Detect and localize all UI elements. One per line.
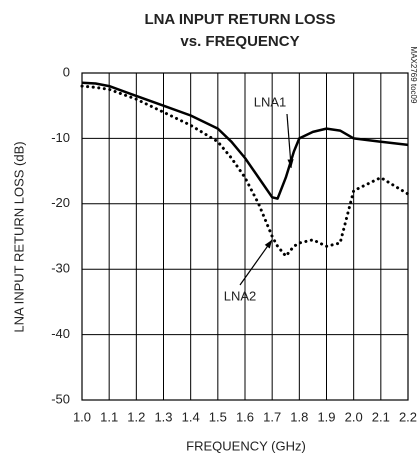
x-tick-label: 1.6 (236, 409, 254, 424)
y-tick-label: -20 (51, 195, 70, 210)
x-tick-label: 1.1 (100, 409, 118, 424)
x-tick-label: 1.7 (263, 409, 281, 424)
x-tick-label: 2.1 (372, 409, 390, 424)
chart-title: vs. FREQUENCY (180, 33, 299, 50)
x-tick-label: 1.4 (182, 409, 200, 424)
chart-title: LNA INPUT RETURN LOSS (144, 11, 335, 28)
x-tick-label: 2.0 (345, 409, 363, 424)
series-label: LNA2 (224, 288, 257, 303)
arrow-line (239, 239, 273, 286)
x-tick-label: 1.2 (127, 409, 145, 424)
x-tick-label: 1.9 (317, 409, 335, 424)
arrow-line (286, 113, 292, 168)
y-tick-label: -10 (51, 130, 70, 145)
series-line (81, 81, 409, 200)
series-label: LNA1 (254, 94, 287, 109)
plot-frame (81, 72, 409, 401)
x-tick-label: 1.3 (154, 409, 172, 424)
side-note: MAX2769 toc09 (409, 47, 418, 104)
x-tick-label: 1.5 (209, 409, 227, 424)
y-tick-label: 0 (63, 64, 70, 79)
y-tick-label: -30 (51, 261, 70, 276)
x-tick-label: 1.8 (290, 409, 308, 424)
y-tick-label: -40 (51, 326, 70, 341)
y-tick-label: -50 (51, 391, 70, 406)
arrow-head (287, 159, 294, 168)
y-axis-label: LNA INPUT RETURN LOSS (dB) (11, 141, 26, 332)
arrow-head (264, 239, 273, 249)
x-tick-label: 1.0 (73, 409, 91, 424)
x-tick-label: 2.2 (399, 409, 417, 424)
x-axis-label: FREQUENCY (GHz) (186, 438, 306, 453)
series-line (80, 84, 410, 258)
